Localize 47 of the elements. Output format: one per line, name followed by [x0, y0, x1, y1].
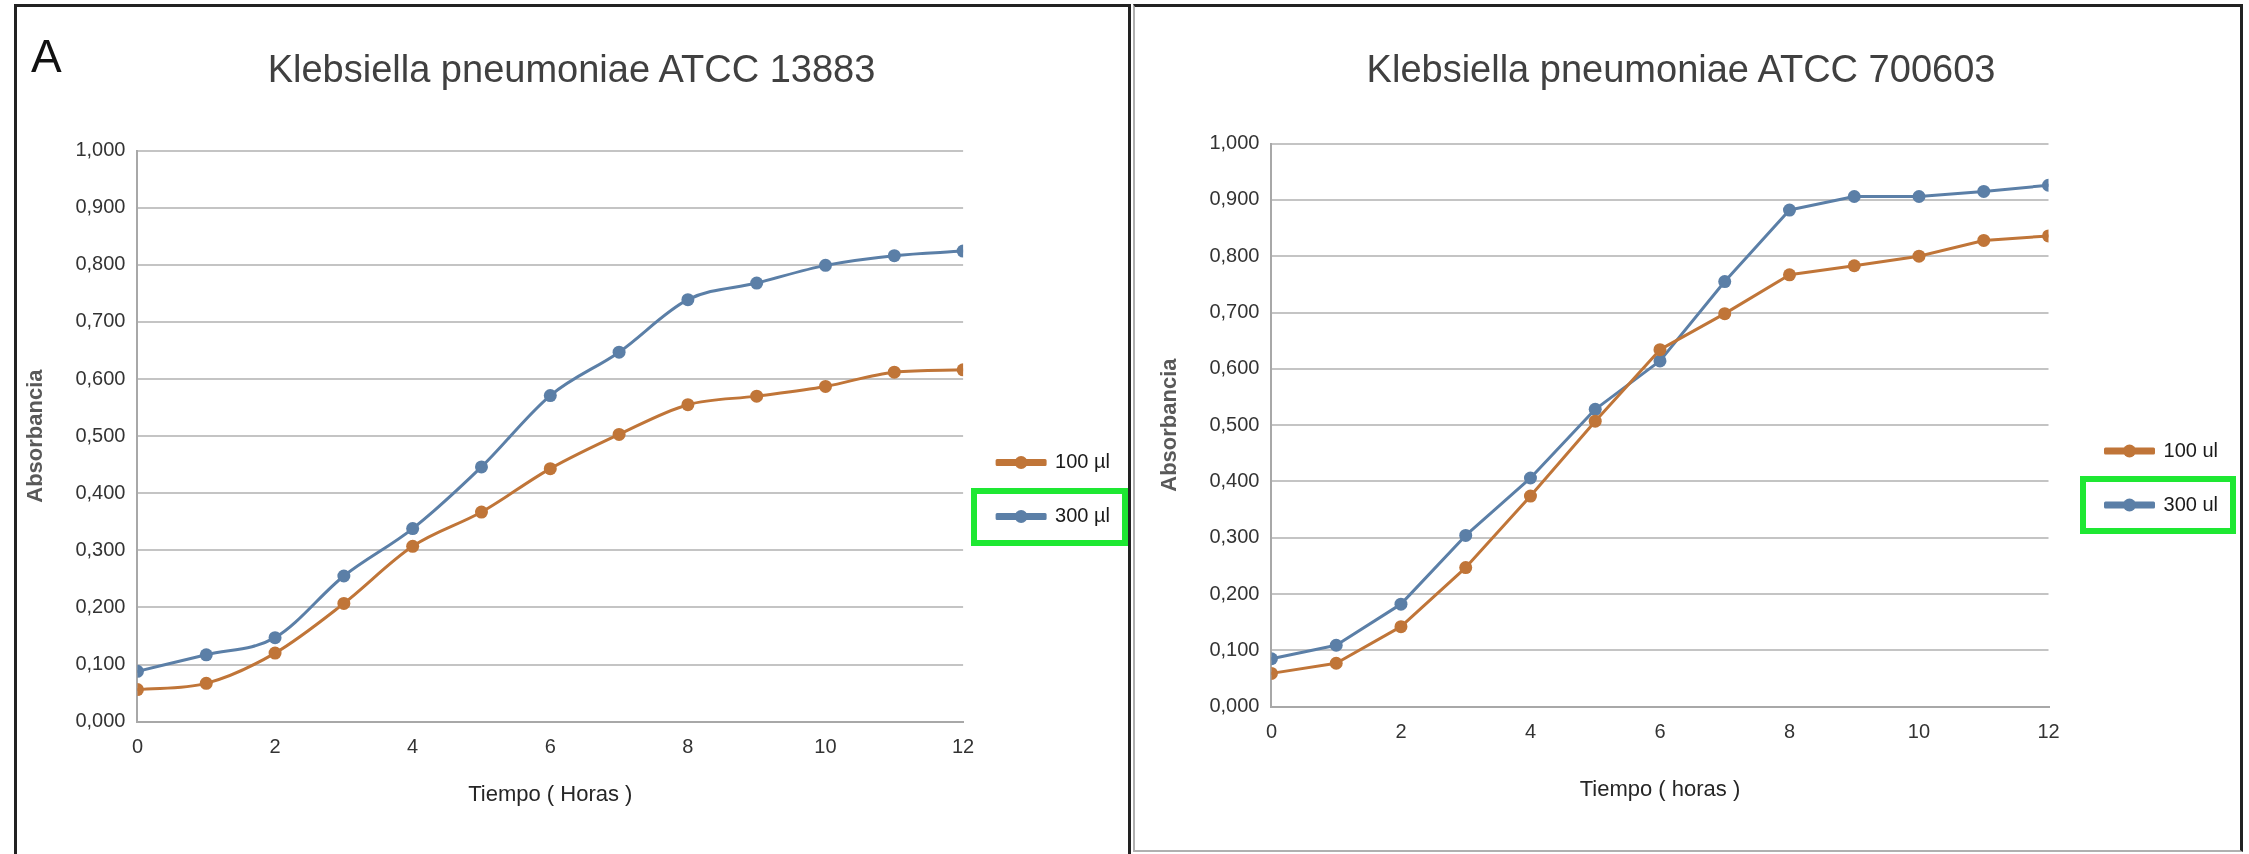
y-axis-title: Absorbancia — [1156, 357, 1182, 492]
x-tick-label: 4 — [1524, 720, 1537, 743]
y-tick-label: 0,300 — [1209, 525, 1260, 548]
legend-label: 300 µl — [1055, 504, 1111, 527]
legend-label: 300 ul — [2163, 492, 2219, 515]
x-tick-label: 6 — [544, 735, 556, 758]
y-tick-label: 0,000 — [75, 709, 126, 732]
y-tick-label: 0,500 — [75, 423, 126, 446]
y-tick-label: 0,900 — [75, 195, 126, 218]
x-tick-label: 2 — [269, 735, 281, 758]
x-tick-label: 10 — [1907, 720, 1931, 743]
y-tick-label: 1,000 — [75, 138, 126, 161]
x-tick-label: 8 — [1783, 720, 1796, 743]
x-tick-label: 12 — [951, 735, 975, 758]
x-tick-label: 10 — [814, 735, 837, 758]
y-tick-label: 0,800 — [1209, 243, 1260, 266]
y-tick-label: 0,300 — [75, 537, 126, 560]
y-tick-label: 0,000 — [1209, 694, 1260, 717]
y-tick-label: 0,700 — [1209, 300, 1260, 323]
y-tick-label: 0,400 — [1209, 468, 1260, 491]
x-tick-label: 8 — [682, 735, 694, 758]
x-tick-label: 12 — [2037, 720, 2060, 743]
legend-label: 100 ul — [2163, 438, 2219, 461]
y-tick-label: 0,800 — [75, 252, 126, 275]
x-axis-title: Tiempo ( Horas ) — [468, 780, 633, 806]
y-tick-label: 0,400 — [75, 480, 126, 503]
y-tick-label: 0,200 — [1209, 581, 1260, 604]
legend-label: 100 µl — [1055, 450, 1111, 473]
x-tick-label: 2 — [1395, 720, 1407, 743]
y-tick-label: 0,200 — [75, 594, 126, 617]
y-tick-label: 0,600 — [1209, 356, 1260, 379]
y-tick-label: 0,100 — [1209, 637, 1260, 660]
chart-title: Klebsiella pneumoniae ATCC 700603 — [1366, 48, 1996, 91]
chart-title: Klebsiella pneumoniae ATCC 13883 — [267, 48, 876, 91]
x-tick-label: 0 — [1265, 720, 1278, 743]
y-tick-label: 0,100 — [75, 652, 126, 675]
y-tick-label: 0,500 — [1209, 412, 1260, 435]
y-tick-label: 0,700 — [75, 309, 126, 332]
x-tick-label: 0 — [131, 735, 144, 758]
x-axis-title: Tiempo ( horas ) — [1579, 775, 1741, 801]
text: A — [31, 30, 62, 82]
y-tick-label: 1,000 — [1209, 131, 1260, 154]
x-tick-label: 4 — [407, 735, 419, 758]
y-axis-title: Absorbancia — [22, 368, 48, 503]
y-tick-label: 0,900 — [1209, 187, 1260, 210]
y-tick-label: 0,600 — [75, 366, 126, 389]
x-tick-label: 6 — [1654, 720, 1666, 743]
